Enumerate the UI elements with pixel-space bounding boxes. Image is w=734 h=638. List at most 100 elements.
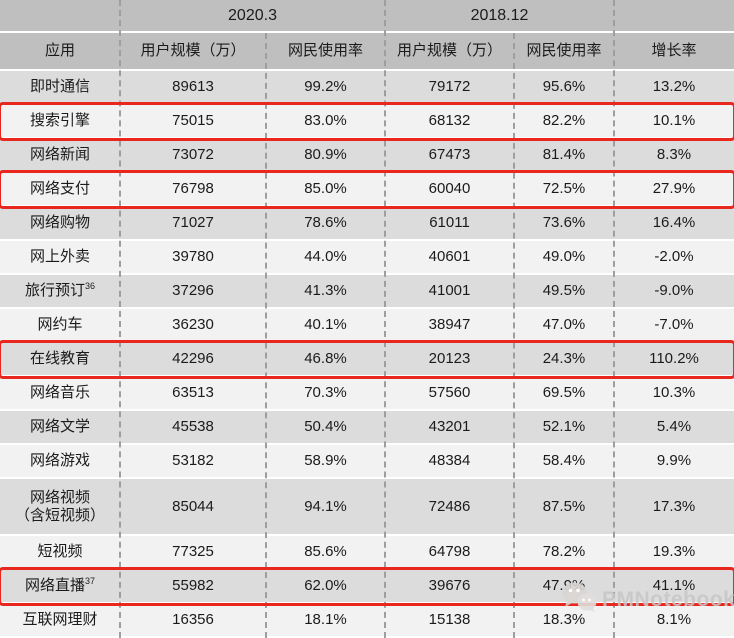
- app-name: 即时通信: [29, 78, 90, 95]
- user-scale-2020: 77325: [172, 543, 214, 560]
- usage-rate-2018: 24.3%: [542, 350, 586, 367]
- usage-rate-2020: 62.0%: [304, 577, 347, 594]
- app-name: 网络音乐: [29, 384, 90, 401]
- table-group-header: 2020.3 2018.12: [0, 0, 734, 33]
- app-name: 互联网理财: [22, 611, 98, 628]
- usage-rate-2018: 73.6%: [542, 214, 586, 231]
- usage-rate-2018: 58.4%: [542, 452, 586, 469]
- usage-rate-2018: 18.3%: [542, 611, 586, 628]
- usage-rate-2020: 40.1%: [304, 316, 347, 333]
- growth-rate: 13.2%: [652, 78, 696, 95]
- usage-rate-2018: 52.1%: [542, 418, 586, 435]
- user-scale-2018: 39676: [428, 577, 471, 594]
- growth-rate: 8.1%: [656, 611, 692, 628]
- usage-rate-2018: 82.2%: [542, 112, 586, 129]
- usage-rate-2018: 47.9%: [542, 577, 586, 594]
- user-scale-2018: 43201: [428, 418, 471, 435]
- usage-rate-2020: 85.0%: [304, 180, 347, 197]
- col-header-usagerate-2018: 网民使用率: [526, 42, 602, 59]
- app-name: 在线教育: [29, 350, 90, 367]
- table-row: 网络支付 76798 85.0% 60040 72.5% 27.9%: [0, 173, 734, 207]
- usage-rate-2020: 78.6%: [304, 214, 347, 231]
- usage-rate-2020: 58.9%: [304, 452, 347, 469]
- table-row: 网络音乐 63513 70.3% 57560 69.5% 10.3%: [0, 377, 734, 411]
- growth-rate: 41.1%: [652, 577, 696, 594]
- usage-rate-2018: 47.0%: [542, 316, 586, 333]
- growth-rate: -2.0%: [654, 248, 694, 265]
- table-row: 即时通信 89613 99.2% 79172 95.6% 13.2%: [0, 71, 734, 105]
- user-scale-2020: 42296: [172, 350, 214, 367]
- user-scale-2018: 41001: [428, 282, 471, 299]
- growth-rate: 9.9%: [656, 452, 692, 469]
- user-scale-2018: 72486: [428, 497, 471, 515]
- app-name: 网络支付: [29, 180, 90, 197]
- table-row: 网上外卖 39780 44.0% 40601 49.0% -2.0%: [0, 241, 734, 275]
- table-row: 旅行预订36 37296 41.3% 41001 49.5% -9.0%: [0, 275, 734, 309]
- growth-rate: -9.0%: [654, 282, 694, 299]
- app-name: 旅行预订36: [24, 281, 96, 300]
- user-scale-2018: 57560: [428, 384, 471, 401]
- col-header-usagerate-2020: 网民使用率: [287, 42, 363, 59]
- usage-rate-2020: 99.2%: [304, 78, 347, 95]
- user-scale-2018: 40601: [428, 248, 471, 265]
- user-scale-2020: 85044: [172, 497, 214, 515]
- table-row: 在线教育 42296 46.8% 20123 24.3% 110.2%: [0, 343, 734, 377]
- usage-rate-2018: 72.5%: [542, 180, 586, 197]
- table-row: 网络新闻 73072 80.9% 67473 81.4% 8.3%: [0, 139, 734, 173]
- user-scale-2018: 68132: [428, 112, 471, 129]
- user-scale-2020: 16356: [172, 611, 214, 628]
- col-header-userscale-2020: 用户规模（万）: [140, 42, 246, 59]
- user-scale-2018: 61011: [429, 214, 470, 231]
- user-scale-2020: 76798: [172, 180, 214, 197]
- user-scale-2018: 64798: [428, 543, 471, 560]
- group-header-empty-left: [0, 0, 120, 31]
- col-header-userscale-2018: 用户规模（万）: [396, 42, 502, 59]
- growth-rate: 27.9%: [652, 180, 696, 197]
- user-scale-2018: 79172: [428, 78, 471, 95]
- app-name: 网络新闻: [29, 146, 90, 163]
- usage-rate-2020: 46.8%: [304, 350, 347, 367]
- col-group-2018: 2018.12: [470, 6, 529, 24]
- usage-rate-2020: 44.0%: [304, 248, 347, 265]
- usage-rate-2020: 50.4%: [304, 418, 347, 435]
- table-row: 网络游戏 53182 58.9% 48384 58.4% 9.9%: [0, 445, 734, 479]
- usage-rate-2020: 18.1%: [304, 611, 347, 628]
- user-scale-2018: 60040: [428, 180, 471, 197]
- usage-rate-2018: 81.4%: [542, 146, 586, 163]
- growth-rate: 8.3%: [656, 146, 692, 163]
- usage-rate-2018: 49.0%: [542, 248, 586, 265]
- app-name: 网络文学: [29, 418, 90, 435]
- table-row: 网约车 36230 40.1% 38947 47.0% -7.0%: [0, 309, 734, 343]
- app-name: 网约车: [37, 316, 83, 333]
- user-scale-2020: 53182: [172, 452, 214, 469]
- usage-rate-2020: 80.9%: [304, 146, 347, 163]
- user-scale-2018: 38947: [428, 316, 471, 333]
- usage-rate-2020: 70.3%: [304, 384, 347, 401]
- growth-rate: -7.0%: [654, 316, 694, 333]
- growth-rate: 110.2%: [649, 350, 699, 367]
- usage-rate-2018: 69.5%: [542, 384, 586, 401]
- table-row: 互联网理财 16356 18.1% 15138 18.3% 8.1%: [0, 604, 734, 638]
- user-scale-2020: 39780: [172, 248, 214, 265]
- col-group-2020: 2020.3: [228, 6, 277, 24]
- growth-rate: 19.3%: [652, 543, 696, 560]
- table-row: 网络直播37 55982 62.0% 39676 47.9% 41.1%: [0, 570, 734, 604]
- user-scale-2018: 20123: [428, 350, 471, 367]
- user-scale-2018: 67473: [428, 146, 471, 163]
- app-name: 搜索引擎: [29, 112, 90, 129]
- user-scale-2020: 89613: [172, 78, 214, 95]
- growth-rate: 10.1%: [652, 112, 696, 129]
- table-row: 网络购物 71027 78.6% 61011 73.6% 16.4%: [0, 207, 734, 241]
- app-name: 网络购物: [29, 214, 90, 231]
- usage-rate-2020: 83.0%: [304, 112, 347, 129]
- table-body: 即时通信 89613 99.2% 79172 95.6% 13.2% 搜索引擎 …: [0, 71, 734, 638]
- usage-rate-2020: 94.1%: [304, 497, 347, 515]
- app-name: 网络游戏: [29, 452, 90, 469]
- app-name: 网络视频 （含短视频）: [14, 488, 105, 524]
- user-scale-2020: 36230: [172, 316, 214, 333]
- table-row: 短视频 77325 85.6% 64798 78.2% 19.3%: [0, 536, 734, 570]
- usage-rate-2018: 95.6%: [542, 78, 586, 95]
- growth-rate: 16.4%: [652, 214, 696, 231]
- user-scale-2020: 75015: [172, 112, 214, 129]
